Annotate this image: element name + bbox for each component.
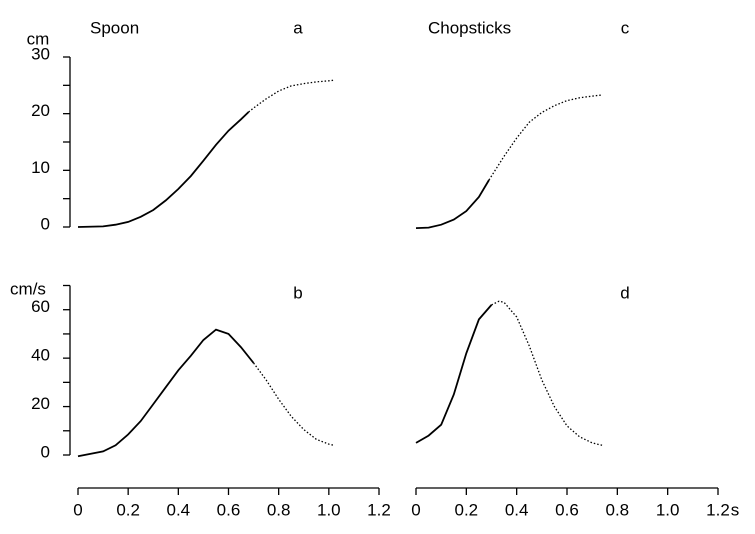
curve: [77, 111, 250, 228]
panel-label: a: [293, 18, 303, 37]
curve: [77, 328, 255, 458]
y-tick-label: 0: [41, 442, 50, 461]
y-tick-label: 20: [31, 394, 50, 413]
curve: [488, 94, 603, 181]
x-tick-label: 0.4: [505, 500, 529, 519]
panel-title: Chopsticks: [428, 18, 511, 37]
x-tick-label: 0.4: [167, 500, 191, 519]
curve: [253, 362, 335, 446]
panel-label: b: [293, 283, 302, 302]
x-tick-label: 1.0: [656, 500, 680, 519]
x-tick-label: 1.2: [706, 500, 730, 519]
curve: [491, 300, 603, 446]
y-axis-label: cm/s: [10, 279, 46, 298]
panel-label: c: [621, 18, 630, 37]
x-tick-label: 0.6: [555, 500, 579, 519]
x-tick-label: 0: [73, 500, 82, 519]
x-tick-label: 0.8: [606, 500, 630, 519]
x-tick-label: 0.2: [455, 500, 479, 519]
y-tick-label: 40: [31, 346, 50, 365]
curve: [248, 79, 334, 113]
y-tick-label: 10: [31, 158, 50, 177]
curve: [415, 304, 493, 444]
curve: [415, 179, 490, 229]
y-tick-label: 20: [31, 101, 50, 120]
x-tick-label: 0.2: [116, 500, 140, 519]
x-tick-label: 1.0: [317, 500, 341, 519]
y-axis-label: cm: [27, 29, 50, 48]
y-tick-label: 60: [31, 297, 50, 316]
x-tick-label: 0.6: [217, 500, 241, 519]
panel-label: d: [620, 283, 629, 302]
y-tick-label: 30: [31, 44, 50, 63]
panel-title: Spoon: [90, 18, 139, 37]
x-axis-label: s: [731, 500, 740, 519]
x-tick-label: 1.2: [367, 500, 391, 519]
x-tick-label: 0: [411, 500, 420, 519]
y-tick-label: 0: [41, 214, 50, 233]
x-tick-label: 0.8: [267, 500, 291, 519]
